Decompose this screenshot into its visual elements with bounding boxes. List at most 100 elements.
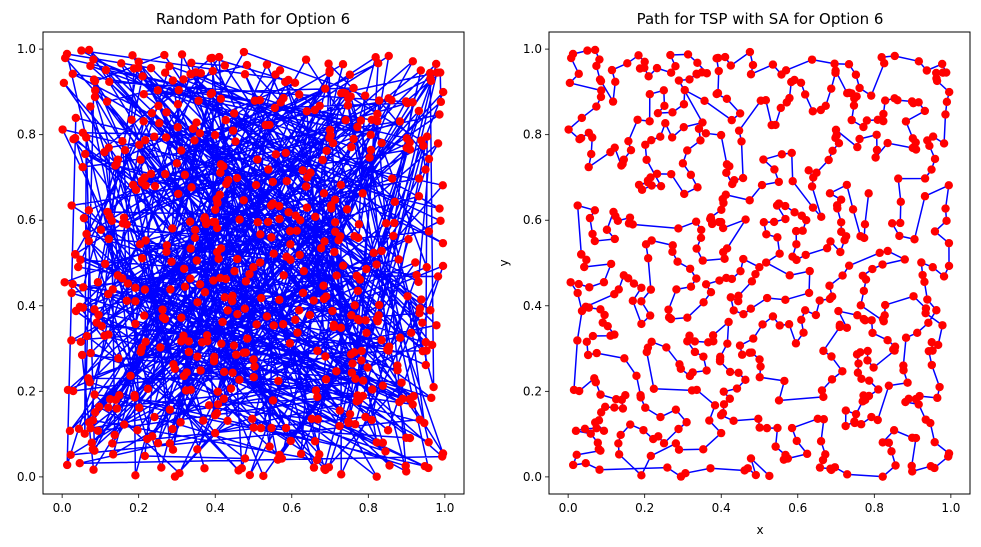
right-point-marker [890,51,899,61]
right-point-marker [719,387,728,396]
right-point-marker [762,423,772,433]
left-point-marker [108,450,118,459]
right-point-marker [723,339,732,348]
left-point-marker [275,295,284,304]
left-point-marker [127,115,136,124]
right-point-marker [788,252,797,261]
left-point-marker [77,46,86,55]
right-point-marker [785,271,794,280]
left-point-marker [143,384,153,393]
left-point-marker [414,174,424,183]
left-point-marker [414,192,424,201]
right-point-marker [643,176,653,185]
left-point-marker [245,470,255,480]
right-point-marker [875,248,884,258]
left-point-marker [384,94,393,103]
left-point-marker [76,337,86,346]
left-point-marker [395,397,404,407]
right-point-marker [703,338,713,347]
left-point-marker [210,428,220,438]
right-point-marker [671,439,681,448]
right-point-marker [626,420,635,429]
left-point-marker [135,140,144,149]
right-point-marker [841,406,851,415]
right-point-marker [585,283,594,292]
right-point-marker [854,359,863,368]
left-point-marker [361,91,370,100]
right-point-marker [754,414,763,424]
left-point-marker [202,331,212,340]
left-plot-area [58,45,448,481]
right-point-marker [828,146,837,155]
left-point-marker [230,266,239,276]
left-point-marker [332,271,341,280]
right-point-marker [624,136,633,146]
right-point-marker [819,346,828,356]
left-point-marker [302,107,312,116]
left-point-marker [426,76,436,86]
right-point-marker [732,384,742,393]
right-point-marker [788,177,797,186]
right-point-marker [566,278,575,287]
right-point-marker [850,417,859,426]
left-point-marker [299,266,308,276]
right-point-marker [720,52,730,62]
left-point-marker [253,218,263,227]
right-point-marker [755,355,764,364]
right-point-marker [797,315,806,324]
right-point-marker [565,78,575,88]
left-point-marker [269,321,278,330]
left-point-marker [86,348,95,358]
left-point-marker [136,155,145,164]
right-point-marker [883,246,892,256]
right-point-marker [780,376,789,386]
right-point-marker [871,153,880,162]
right-point-marker [920,174,930,183]
right-point-marker [751,470,761,480]
left-point-marker [75,459,84,468]
left-point-marker [156,343,165,352]
left-point-marker [71,113,81,123]
left-point-marker [338,261,348,270]
left-point-marker [368,385,377,394]
left-x-tick-label: 0.2 [129,501,148,515]
left-point-marker [412,270,421,280]
right-point-marker [654,432,663,441]
right-point-marker [716,130,726,140]
right-point-marker [802,215,811,225]
left-point-marker [282,177,291,186]
right-point-marker [879,109,888,119]
left-point-marker [240,304,250,313]
left-point-marker [210,130,220,140]
right-point-marker [836,218,846,227]
left-point-marker [158,305,167,314]
left-point-marker [285,226,295,236]
right-point-marker [838,271,847,280]
right-point-marker [698,256,707,265]
right-point-marker [573,288,582,298]
left-point-marker [107,216,117,226]
left-point-marker [265,120,274,130]
left-x-tick-label: 0.4 [206,501,225,515]
right-point-marker [734,291,743,301]
right-point-marker [930,437,939,447]
right-point-marker [773,233,782,242]
right-point-marker [572,450,581,460]
left-point-marker [367,115,376,125]
left-point-marker [162,108,171,117]
right-point-marker [607,65,617,75]
left-point-marker [153,86,163,95]
right-point-marker [917,258,926,267]
right-point-marker [791,226,801,236]
right-point-marker [625,213,635,222]
left-point-marker [256,423,266,433]
left-point-marker [210,411,220,420]
right-point-marker [595,55,604,64]
left-point-marker [330,247,339,257]
right-point-marker [614,285,623,294]
left-point-marker [313,346,322,356]
left-point-marker [228,291,237,301]
left-point-marker [298,288,308,298]
right-point-marker [636,393,645,402]
right-point-marker [887,219,897,228]
